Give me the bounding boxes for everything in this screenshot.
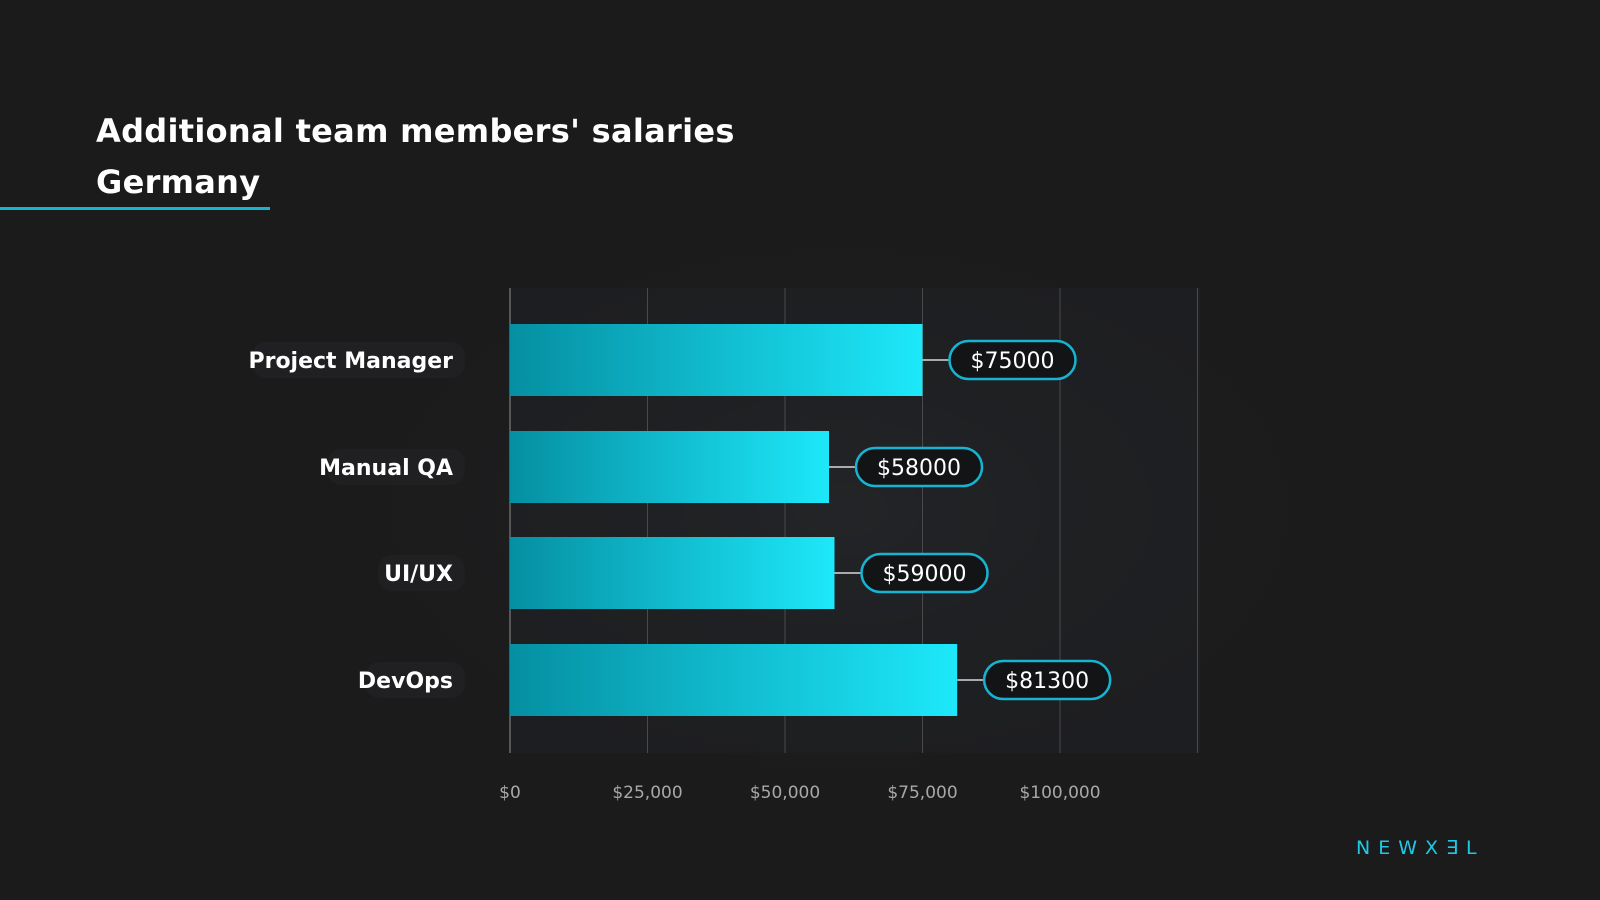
title-line-2: Germany xyxy=(96,163,261,201)
category-label-layer: Project Manager Manual QA UI/UX DevOps xyxy=(248,342,465,698)
data-label-layer: $75000 $58000 $59000 $81300 xyxy=(829,339,1112,701)
category-label-background xyxy=(327,449,465,485)
newxel-logo: NEWX∃L xyxy=(1356,837,1485,859)
x-tick-label: $25,000 xyxy=(612,783,682,803)
data-label-pill xyxy=(860,552,989,594)
data-label: $81300 xyxy=(1005,669,1089,694)
data-label-pill xyxy=(854,446,984,488)
data-label: $58000 xyxy=(877,456,961,481)
bar xyxy=(510,431,829,503)
data-label: $75000 xyxy=(971,349,1055,374)
x-tick-label: $75,000 xyxy=(887,783,957,803)
data-label-pill xyxy=(948,339,1077,381)
category-label-background xyxy=(365,662,465,698)
title-line-1: Additional team members' salaries xyxy=(96,112,735,150)
data-label-pill xyxy=(982,659,1112,701)
bar-layer xyxy=(510,324,958,716)
x-tick-label: $50,000 xyxy=(750,783,820,803)
category-label-background xyxy=(378,555,465,591)
title-underline xyxy=(0,207,270,210)
page-title: Additional team members' salaries German… xyxy=(96,106,735,208)
category-label-background xyxy=(252,342,465,378)
x-tick-label: $100,000 xyxy=(1019,783,1100,803)
bar xyxy=(510,537,835,609)
x-tick-label: $0 xyxy=(499,783,521,803)
category-label: UI/UX xyxy=(384,562,453,587)
category-label: Manual QA xyxy=(319,456,453,481)
category-label: DevOps xyxy=(358,669,453,694)
category-label: Project Manager xyxy=(248,349,453,374)
bar xyxy=(510,644,958,716)
data-label: $59000 xyxy=(883,562,967,587)
x-tick-layer: $0 $25,000 $50,000 $75,000 $100,000 xyxy=(499,783,1100,803)
bar xyxy=(510,324,923,396)
